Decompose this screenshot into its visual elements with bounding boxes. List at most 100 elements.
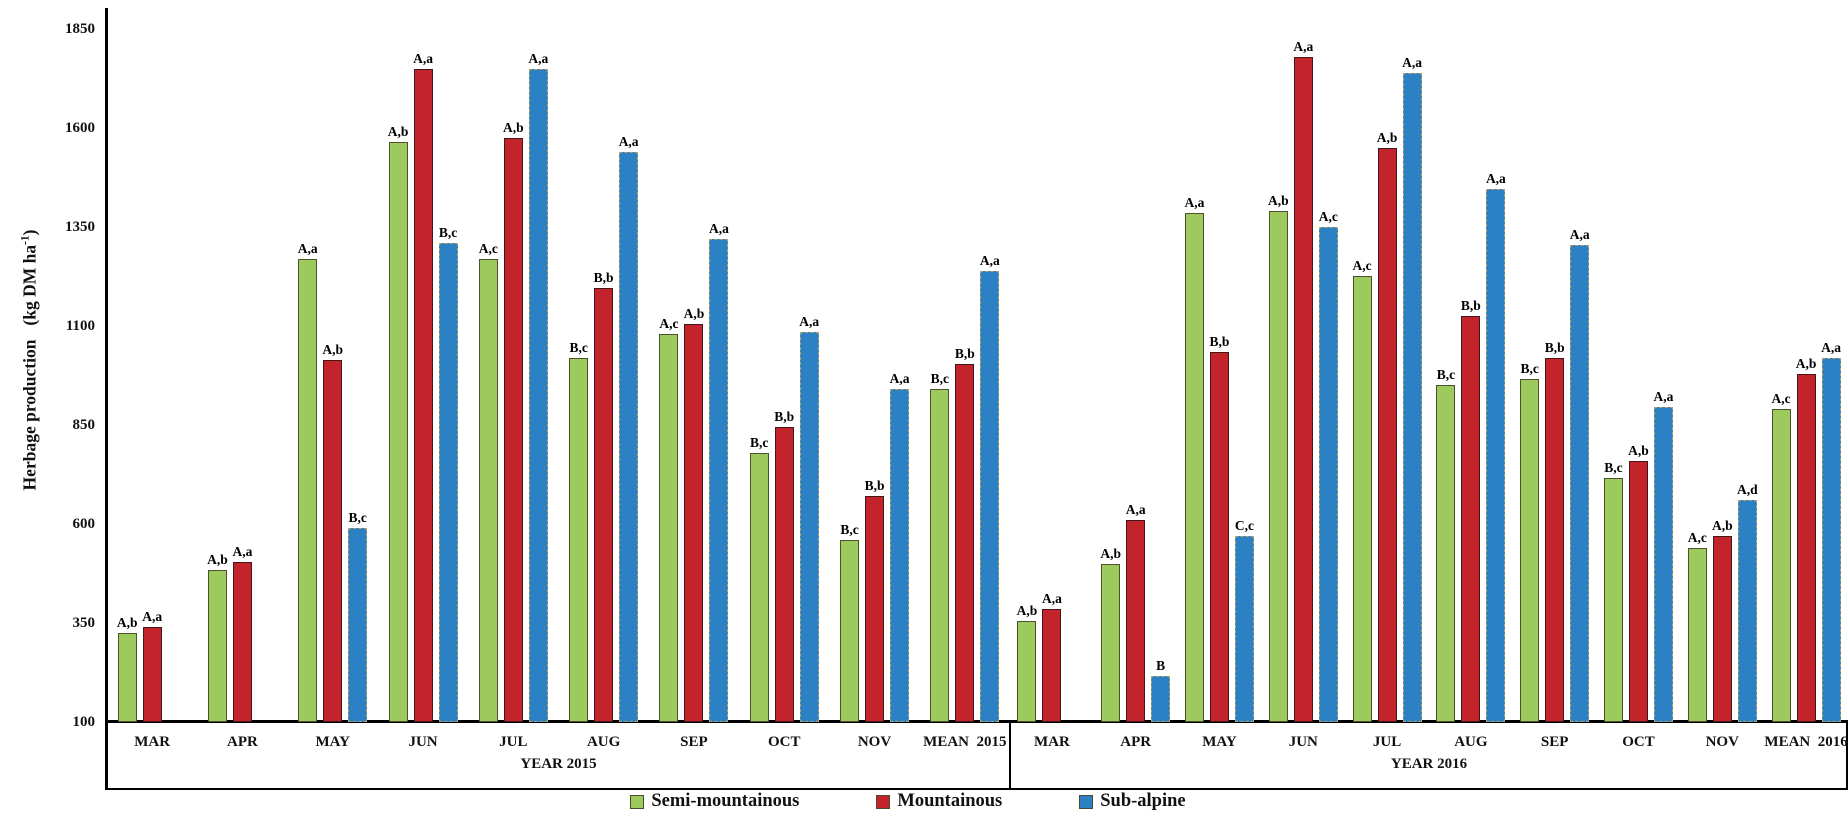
bar-semi-mountainous: A,c [1772,391,1791,722]
bar-semi-mountainous: A,a [1185,195,1204,722]
month-label: SEP [680,734,708,750]
bar-mountainous: A,b [503,120,524,722]
bar-semi-mountainous: B,c [1520,361,1540,722]
month-label: MAY [315,734,350,750]
bar-sub-alpine: A,c [1319,209,1338,722]
month-label: JUL [1372,734,1402,750]
month-label: OCT [767,734,801,750]
y-tick-label: 350 [72,615,96,631]
bar-significance-label: A,a [528,51,549,66]
bar-significance-label: A,a [142,609,163,624]
legend-label: Semi-mountainous [651,791,800,811]
bar-significance-label: A,b [387,124,409,139]
month-group: A,c A,b A,d NOV [1680,0,1764,750]
bar-significance-label: A,a [618,134,639,149]
bar-significance-label: A,a [413,51,433,66]
bar-sub-alpine: A,a [528,51,548,722]
month-label: MEAN 2015 [923,734,1007,750]
bar-significance-label: A,c [1687,530,1707,545]
month-group: B,c B,b A,a AUG [1429,0,1513,750]
month-group: A,b A,a B APR [1094,0,1178,750]
bar-significance-label: A,a [889,371,910,386]
bar-mountainous: B,b [1545,340,1565,722]
bar-sub-alpine: A,a [1654,389,1673,722]
month-group: A,c A,b A,a JUL [468,0,558,750]
bar-mountainous: A,b [1796,356,1816,722]
month-label: NOV [857,734,892,750]
month-label: JUL [499,734,528,750]
bar-significance-label: B,b [593,270,614,285]
bar-mountainous: A,a [233,544,252,722]
bar-mountainous: A,a [1293,39,1313,722]
bar-sub-alpine: A,a [1821,340,1841,722]
bar-significance-label: A,b [1016,603,1038,618]
bar-significance-label: A,a [799,314,820,329]
bar-significance-label: A,a [1653,389,1674,404]
bar-sub-alpine: B,c [348,510,368,722]
year-section: A,b A,a MAR A,b A,a APR A,a A,b B,c MAY A,b A,a B,c J… [107,0,1010,750]
year-section-divider [1009,722,1011,788]
bar-significance-label: A,b [322,342,344,357]
bar-significance-label: A,b [1376,130,1398,145]
bar-mountainous: A,b [322,342,343,722]
bar-sub-alpine: A,a [619,134,639,722]
month-group: B,c B,b A,a AUG [558,0,648,750]
bar-sub-alpine: A,a [799,314,819,722]
bar-mountainous: B,b [774,409,794,722]
year-label: YEAR 2016 [1390,756,1468,772]
bar-sub-alpine: A,a [709,221,729,722]
month-label: APR [227,734,258,750]
bar-sub-alpine: A,a [1570,227,1590,722]
bar-sub-alpine: C,c [1235,518,1254,722]
y-axis-title: Herbage production (kg DM ha-1) [20,230,41,491]
bar-sub-alpine: A,a [980,253,1000,722]
legend-swatch [630,794,645,809]
bar-semi-mountainous: A,a [298,241,318,722]
bar-mountainous: A,b [1628,443,1649,722]
bar-significance-label: A,b [1100,546,1122,561]
bar-mountainous: A,a [1042,591,1062,722]
month-label: JUN [1288,734,1318,750]
month-group: A,c A,b A,a SEP [649,0,739,750]
bar-semi-mountainous: A,c [479,241,498,722]
bar-significance-label: A,a [297,241,318,256]
month-group: A,a A,b B,c MAY [288,0,378,750]
bar-significance-label: B,b [954,346,975,361]
bar-significance-label: A,b [207,552,228,567]
month-group: B,c B,b A,a SEP [1513,0,1597,750]
bar-significance-label: A,b [1711,518,1733,533]
bar-mountainous: A,b [1712,518,1733,722]
year-label: YEAR 2015 [520,756,597,772]
month-group: A,b A,a MAR [1010,0,1094,750]
y-tick-label: 1850 [65,21,95,37]
bar-semi-mountainous: B,c [1436,367,1456,722]
month-label: MAY [1202,734,1237,750]
bar-significance-label: A,c [1771,391,1791,406]
bar-sub-alpine: A,a [890,371,909,722]
month-group: A,a B,b C,c MAY [1178,0,1262,750]
bar-semi-mountainous: B,c [749,435,769,722]
month-group: A,b A,a MAR [107,0,197,750]
bar-significance-label: B,c [569,340,588,355]
bar-significance-label: A,a [1293,39,1314,54]
bar-semi-mountainous: A,b [1017,603,1037,722]
bar-significance-label: A,b [1628,443,1649,458]
bar-mountainous: B,b [1210,334,1229,722]
legend-item: Mountainous [876,791,1002,812]
bar-significance-label: B,b [1544,340,1565,355]
bar-significance-label: A,b [116,615,138,630]
bar-semi-mountainous: A,b [1100,546,1121,722]
y-tick-label: 850 [72,417,96,433]
bar-significance-label: B,c [750,435,769,450]
bar-mountainous: B,b [865,478,884,722]
bar-semi-mountainous: B,c [1603,460,1623,722]
month-group: B,c A,b A,a OCT [1597,0,1681,750]
legend-label: Sub-alpine [1100,791,1186,811]
bar-significance-label: A,a [1125,502,1146,517]
y-tick-label: 1100 [65,318,95,334]
bar-mountainous: A,b [1377,130,1397,722]
legend-swatch [876,794,891,809]
bar-significance-label: B,c [840,522,859,537]
bar-sub-alpine: B [1151,658,1171,722]
bar-mountainous: A,a [413,51,433,722]
